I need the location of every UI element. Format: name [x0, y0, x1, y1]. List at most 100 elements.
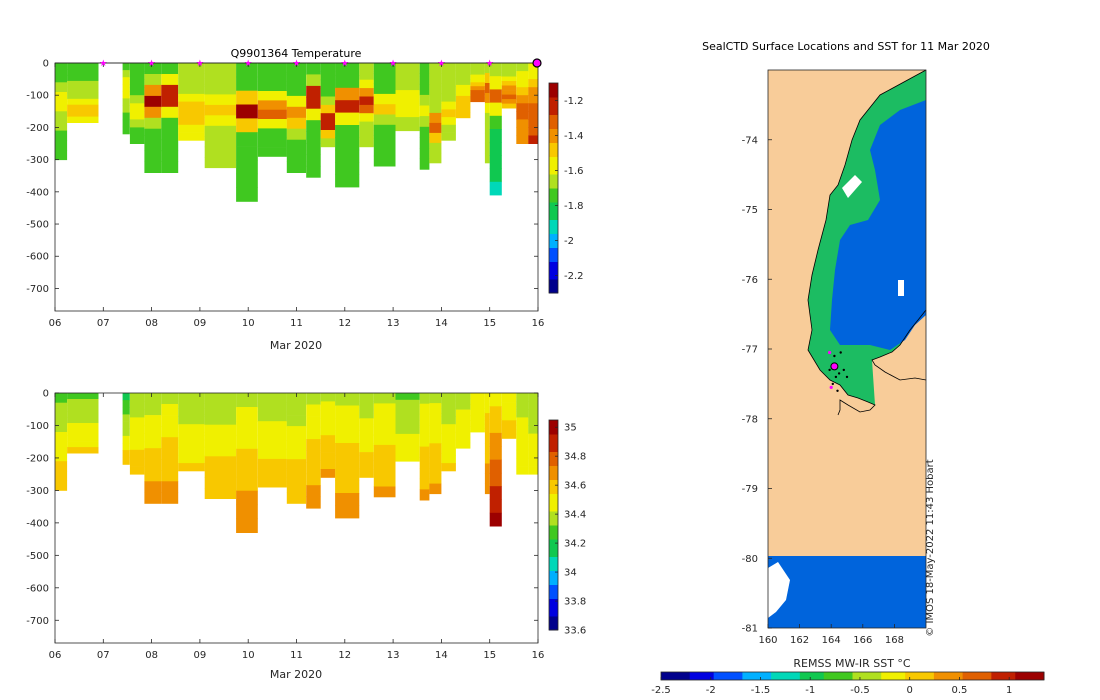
profile-cell	[144, 95, 162, 108]
profile-cell	[67, 80, 99, 88]
profile-cell	[320, 469, 336, 478]
profile-cell	[419, 468, 430, 480]
profile-cell	[144, 437, 162, 449]
profile-cell	[489, 89, 502, 103]
profile-cell	[122, 70, 130, 78]
colorbar-tick-label: 34.2	[564, 539, 586, 550]
map-colorbar-segment	[852, 672, 858, 680]
profile-cell	[470, 66, 485, 72]
profile-cell	[129, 63, 145, 72]
colorbar-segment	[549, 497, 558, 501]
profile-cell	[335, 149, 360, 163]
x-tick-label: 09	[194, 318, 207, 329]
colorbar-segment	[549, 114, 558, 119]
profile-cell	[455, 63, 471, 69]
map-colorbar-segment	[919, 672, 925, 680]
profile-cell	[419, 148, 430, 159]
profile-cell	[236, 462, 258, 478]
colorbar-segment	[549, 598, 558, 603]
profile-cell	[470, 63, 485, 68]
profile-cell	[55, 432, 68, 443]
profile-cell	[528, 119, 538, 128]
profile-cell	[501, 402, 517, 407]
profile-cell	[501, 429, 517, 435]
y-tick-label: -600	[26, 583, 49, 594]
profile-cell	[320, 88, 336, 97]
profile-cell	[335, 174, 360, 188]
map-colorbar-segment	[847, 672, 853, 680]
profile-cell	[528, 441, 538, 451]
profile-cell	[286, 415, 307, 427]
map-colorbar-segment	[742, 672, 748, 680]
last-profile-marker	[532, 58, 542, 68]
map-colorbar-segment	[661, 672, 667, 680]
profile-marker: ★	[389, 59, 397, 69]
colorbar-segment	[549, 258, 558, 262]
profile-cell	[528, 466, 538, 475]
map-colorbar-segment	[771, 672, 777, 680]
profile-cell	[501, 63, 517, 68]
profile-cell	[455, 95, 471, 102]
profile-cell	[161, 139, 179, 152]
colorbar-segment	[549, 118, 558, 122]
profile-cell	[419, 84, 430, 96]
profile-cell	[484, 152, 490, 164]
map-x-ticks: 160 162 164 166 168	[758, 624, 904, 646]
profile-cell	[455, 84, 471, 91]
profile-cell	[359, 96, 374, 106]
profile-cell	[441, 117, 456, 126]
map-y-tick-label: -77	[742, 345, 758, 356]
profile-cell	[419, 63, 430, 74]
profile-cell	[178, 78, 205, 87]
profile-cell	[395, 433, 420, 442]
map-colorbar-segment	[828, 672, 834, 680]
profile-cell	[359, 452, 374, 461]
profile-cell	[501, 420, 517, 426]
colorbar-segment	[549, 448, 558, 452]
profile-cell	[516, 449, 529, 459]
profile-cell	[489, 419, 502, 434]
map-colorbar-segment	[799, 672, 806, 680]
colorbar-tick-label: 34.8	[564, 452, 586, 463]
colorbar-frame	[548, 419, 559, 631]
profile-cell	[419, 105, 430, 117]
profile-cell	[441, 124, 456, 133]
profile-cell	[455, 68, 471, 75]
colorbar-segment	[549, 275, 558, 280]
profile-cell	[55, 393, 68, 404]
colorbar-segment	[549, 170, 558, 175]
colorbar-segment	[549, 282, 558, 287]
colorbar-segment	[549, 462, 558, 466]
profile-cell	[144, 481, 162, 493]
profile-cell	[441, 93, 456, 102]
profile-cell	[429, 463, 442, 474]
map-colorbar-segment	[1039, 672, 1045, 680]
colorbar-segment	[549, 205, 558, 210]
map-colorbar-segment	[809, 672, 815, 680]
colorbar-segment	[549, 132, 558, 136]
profile-cell	[306, 462, 321, 475]
map-colorbar-segment	[933, 672, 940, 680]
profile-cell	[429, 83, 442, 94]
salinity-panel: 06 07 08 09 10 11 12 13 14 15 16 0 -100 -200 -300 -400…	[26, 389, 586, 682]
map-colorbar-label: REMSS MW-IR SST °C	[793, 657, 911, 670]
map-colorbar-segment	[718, 672, 724, 680]
profile-cell	[470, 420, 485, 425]
profile-cell	[178, 393, 205, 402]
y-tick-label: -200	[26, 123, 49, 134]
ice-patch	[768, 562, 790, 618]
profile-cell	[67, 405, 99, 412]
profile-cell	[122, 450, 130, 458]
profile-cell	[359, 121, 374, 131]
profile-cell	[286, 150, 307, 162]
profile-cell	[373, 104, 396, 115]
profile-cell	[489, 102, 502, 117]
colorbar-segment	[549, 581, 558, 585]
map-x-tick-label: 162	[790, 635, 809, 646]
profile-cell	[306, 485, 321, 498]
colorbar-segment	[549, 490, 558, 494]
colorbar-segment	[549, 549, 558, 554]
profile-cell	[419, 414, 430, 426]
profile-cell	[359, 393, 374, 402]
colorbar-segment	[549, 181, 558, 185]
